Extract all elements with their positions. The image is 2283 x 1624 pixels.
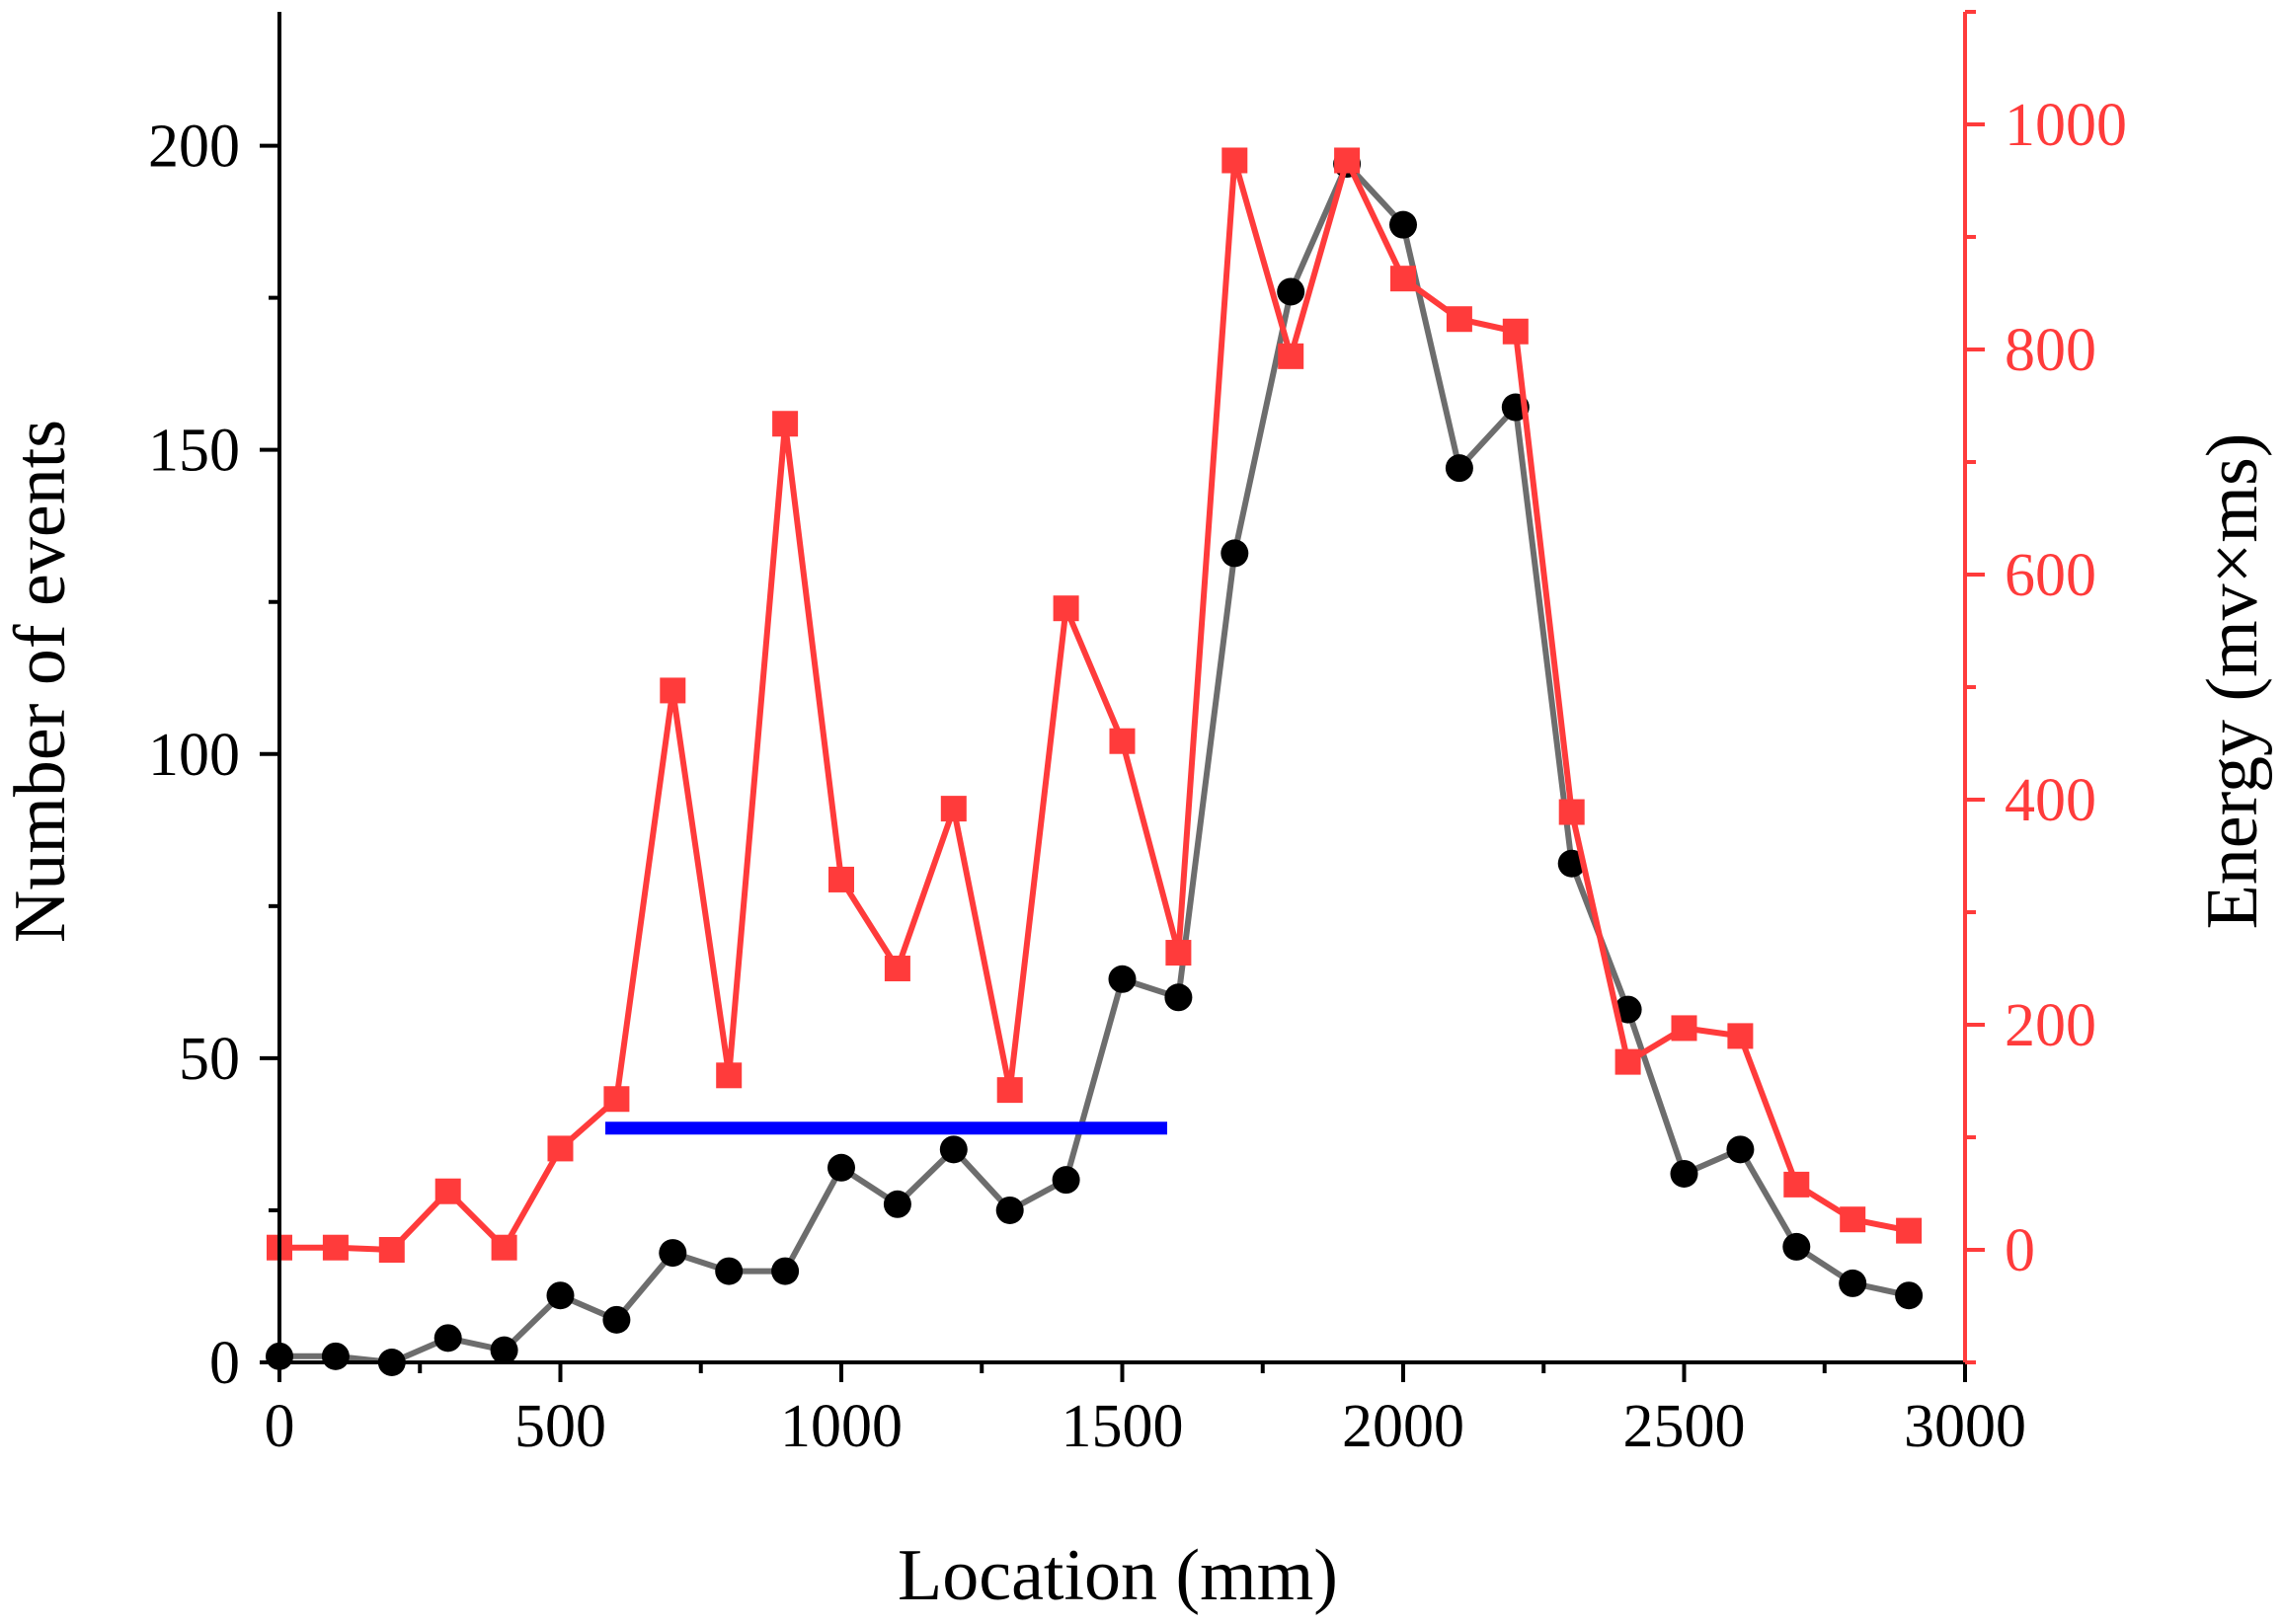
events-point [827,1153,855,1182]
energy-point [1502,318,1529,345]
events-point [321,1342,350,1370]
events-point [1670,1159,1698,1188]
y2-tick-label: 400 [2005,767,2096,834]
x-tick-label: 1500 [1062,1393,1184,1460]
energy-point [1896,1217,1923,1244]
events-point [1557,849,1586,878]
energy-point [660,677,686,704]
y-tick-label: 100 [148,722,240,789]
y2-tick-label: 200 [2005,992,2096,1059]
energy-point [1390,266,1416,292]
y2-tick-label: 1000 [2005,92,2127,159]
energy-point [1334,147,1361,174]
series-layer [266,147,1924,1376]
x-tick-label: 0 [265,1393,295,1460]
y-axis-title: Number of events [0,420,81,943]
energy-point [1109,728,1136,754]
axes-layer: 0 500 1000 1500 2000 2500 30000501001502000200… [148,10,2127,1460]
y2-tick-label: 800 [2005,317,2096,384]
energy-point [828,866,854,892]
energy-point [1840,1206,1866,1233]
energy-point [1783,1171,1810,1198]
energy-point [1446,306,1472,333]
energy-point [716,1062,743,1089]
events-point [490,1336,518,1364]
y-tick-label: 0 [209,1330,240,1397]
events-point [771,1257,800,1285]
x-tick-label: 500 [514,1393,606,1460]
x-tick-label: 1000 [780,1393,903,1460]
events-point [995,1196,1024,1224]
energy-point [1221,147,1248,174]
x-axis-title: Location (mm) [898,1535,1338,1616]
energy-point [322,1234,349,1261]
energy-point [434,1178,461,1204]
events-point [1839,1269,1867,1297]
events-line [279,161,1910,1365]
events-point [1445,454,1473,483]
energy-point [1053,595,1079,622]
energy-point [491,1234,517,1261]
events-point [1614,995,1642,1024]
energy-point [378,1237,405,1263]
y-tick-label: 150 [148,418,240,485]
events-point [1164,983,1193,1012]
y-tick-label: 200 [148,114,240,181]
events-point [1389,210,1417,239]
y-tick-label: 50 [179,1026,240,1093]
x-tick-label: 2500 [1623,1393,1746,1460]
energy-point [1558,799,1585,825]
events-point [1277,277,1305,306]
y2-axis-title: Energy (mv×ms) [2192,433,2273,930]
y2-tick-label: 0 [2005,1217,2035,1284]
events-point [1895,1281,1924,1310]
events-point [546,1281,575,1310]
energy-point [1671,1015,1697,1042]
events-point [433,1324,462,1353]
energy-point [884,956,910,981]
events-point [715,1257,744,1285]
events-point [1726,1135,1755,1164]
energy-point [996,1077,1023,1104]
events-point [1052,1166,1080,1195]
energy-point [940,796,967,822]
events-point [659,1239,687,1268]
events-point [939,1135,968,1164]
x-tick-label: 3000 [1904,1393,2026,1460]
x-tick-label: 2000 [1342,1393,1464,1460]
events-point [883,1190,911,1218]
events-point [602,1305,631,1334]
y2-tick-label: 600 [2005,542,2096,609]
energy-point [1614,1048,1641,1075]
events-point [1220,539,1249,568]
energy-point [603,1086,630,1113]
energy-point [1165,940,1192,967]
energy-point [547,1135,574,1162]
events-point [1782,1232,1811,1261]
energy-point [1278,343,1304,369]
events-point [1108,965,1137,993]
energy-point [772,411,799,437]
energy-point [1727,1023,1754,1049]
